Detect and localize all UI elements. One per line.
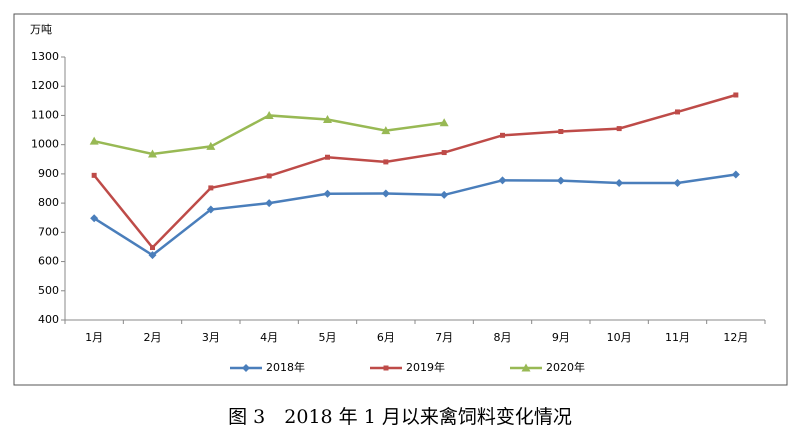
x-tick-label: 10月: [607, 331, 632, 344]
x-tick-label: 12月: [723, 331, 748, 344]
legend-marker: [242, 364, 250, 372]
data-point: [150, 245, 155, 251]
data-point: [266, 173, 272, 179]
data-point: [325, 154, 330, 160]
x-tick-label: 3月: [202, 331, 220, 344]
data-point: [381, 189, 390, 198]
data-point: [556, 176, 565, 185]
y-tick-label: 700: [38, 225, 59, 238]
data-point: [616, 126, 622, 132]
x-tick-label: 2月: [144, 331, 162, 344]
data-point: [148, 251, 157, 260]
data-point: [91, 172, 97, 178]
chart-caption: 图 3 2018 年 1 月以来禽饲料变化情况: [228, 406, 572, 428]
x-tick-label: 7月: [435, 331, 453, 344]
data-point: [323, 189, 332, 198]
legend-label: 2019年: [406, 360, 445, 374]
x-tick-label: 5月: [319, 331, 337, 344]
data-point: [381, 126, 391, 135]
data-point: [440, 190, 449, 199]
data-point: [383, 159, 389, 165]
data-point: [731, 170, 740, 179]
y-axis-label: 万吨: [30, 23, 52, 36]
y-tick-label: 400: [38, 313, 59, 326]
x-tick-label: 6月: [377, 331, 395, 344]
x-tick-label: 11月: [665, 331, 690, 344]
x-tick-label: 8月: [494, 331, 512, 344]
data-point: [675, 109, 680, 115]
x-tick-label: 4月: [260, 331, 278, 344]
legend-marker: [521, 363, 531, 372]
y-tick-label: 500: [38, 284, 59, 297]
series-line: [93, 93, 737, 250]
x-tick-label: 1月: [85, 331, 103, 344]
data-point: [208, 185, 214, 191]
data-point: [733, 92, 739, 98]
data-point: [441, 150, 447, 156]
data-point: [90, 214, 99, 223]
data-point: [439, 118, 449, 127]
data-point: [498, 176, 507, 185]
data-point: [206, 205, 215, 214]
data-point: [265, 199, 274, 208]
data-point: [264, 110, 274, 119]
chart-frame: [13, 13, 788, 386]
y-tick-label: 900: [38, 167, 59, 180]
series-line: [93, 173, 737, 257]
data-point: [148, 149, 157, 158]
data-point: [206, 141, 216, 150]
y-tick-label: 1000: [31, 138, 59, 151]
legend-marker: [383, 365, 389, 371]
legend-label: 2020年: [546, 360, 585, 374]
series-line: [93, 114, 445, 156]
data-point: [673, 178, 682, 187]
data-point: [89, 136, 99, 145]
y-tick-label: 1100: [31, 108, 59, 121]
x-tick-label: 9月: [552, 331, 570, 344]
data-point: [558, 129, 564, 135]
y-tick-label: 600: [38, 255, 59, 268]
data-point: [323, 115, 332, 124]
data-point: [615, 178, 624, 187]
legend-label: 2018年: [266, 360, 305, 374]
y-tick-label: 1200: [31, 79, 59, 92]
y-tick-label: 1300: [31, 50, 59, 63]
y-tick-label: 800: [38, 196, 59, 209]
data-point: [500, 132, 505, 138]
